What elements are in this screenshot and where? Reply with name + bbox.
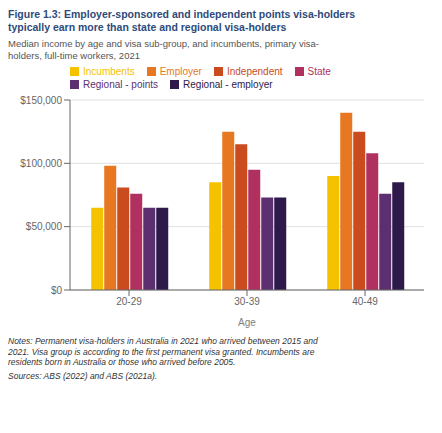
html-text:Figure 1.3: Employer-sponsored: Figure 1.3: Employer-sponsored and indep… bbox=[8, 8, 356, 34]
html-text:Sources: ABS (2022) and ABS (2: Sources: ABS (2022) and ABS (2021a). bbox=[8, 370, 158, 381]
html-text:Employer: Employer bbox=[159, 66, 202, 77]
svg-text:$150,000: $150,000 bbox=[20, 95, 62, 106]
svg-text:$100,000: $100,000 bbox=[20, 158, 62, 169]
svg-text:40-49: 40-49 bbox=[352, 296, 378, 307]
html-text:Regional - employer: Regional - employer bbox=[183, 79, 273, 90]
html-text:Incumbents: Incumbents bbox=[83, 66, 135, 77]
svg-text:$50,000: $50,000 bbox=[26, 221, 63, 232]
svg-text:20-29: 20-29 bbox=[116, 296, 142, 307]
html-text:Median income by age and visa: Median income by age and visa sub-group,… bbox=[8, 38, 319, 62]
html-text:Independent: Independent bbox=[227, 66, 283, 77]
html-text:Regional - points: Regional - points bbox=[83, 79, 158, 90]
svg-text:30-39: 30-39 bbox=[234, 296, 260, 307]
svg-text:$0: $0 bbox=[51, 285, 63, 296]
html-text:Notes: Permanent visa-holders: Notes: Permanent visa-holders in Austral… bbox=[8, 336, 318, 368]
html-text:State: State bbox=[307, 66, 331, 77]
svg-text:Age: Age bbox=[238, 317, 256, 328]
